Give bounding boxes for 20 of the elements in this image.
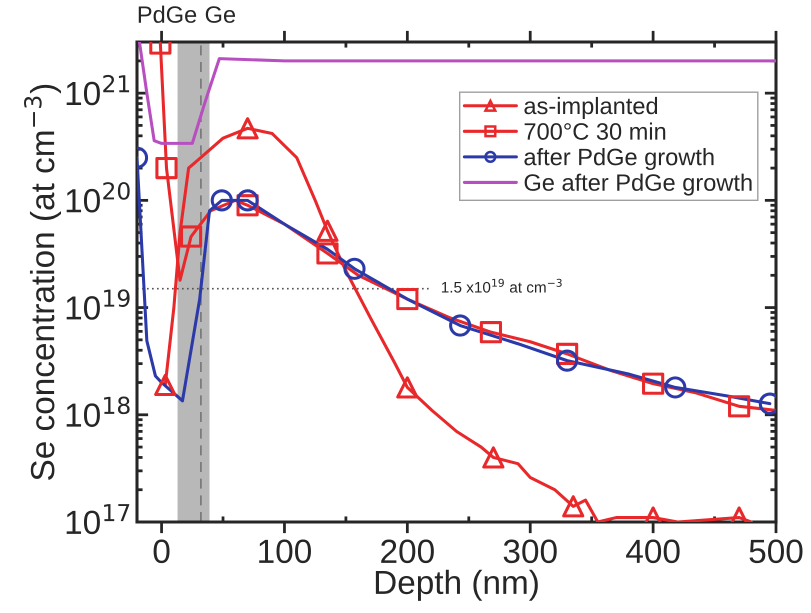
y-tick-label: 10$^{17}$ (66, 504, 130, 534)
ref-line-label: 1.5 x10$^{19}$ at cm$^{−3}$ (442, 278, 562, 293)
legend-label: after PdGe growth (524, 148, 714, 170)
x-axis-title: Depth (nm) (376, 570, 538, 601)
y-tick-label: 10$^{21}$ (66, 74, 130, 106)
x-tick-label: 400 (626, 540, 680, 564)
x-tick-label: 300 (504, 540, 557, 564)
text: Ge (206, 6, 236, 23)
x-tick-label: 100 (259, 540, 311, 564)
x-tick-label: 200 (381, 540, 434, 564)
legend-label: 700°C 30 min (524, 122, 666, 140)
y-tick-label: 10$^{20}$ (66, 182, 130, 213)
x-tick-label: 500 (750, 540, 803, 564)
y-tick-label: 10$^{19}$ (66, 289, 130, 320)
y-axis-title: Se concentration (at cm$^{−3}$) (24, 84, 62, 480)
legend-label: as-implanted (524, 96, 658, 119)
legend-label: Ge after PdGe growth (524, 174, 752, 196)
text: PdGe (138, 6, 196, 23)
y-tick-label: 10$^{18}$ (66, 396, 130, 427)
x-tick-label: 0 (154, 540, 170, 564)
